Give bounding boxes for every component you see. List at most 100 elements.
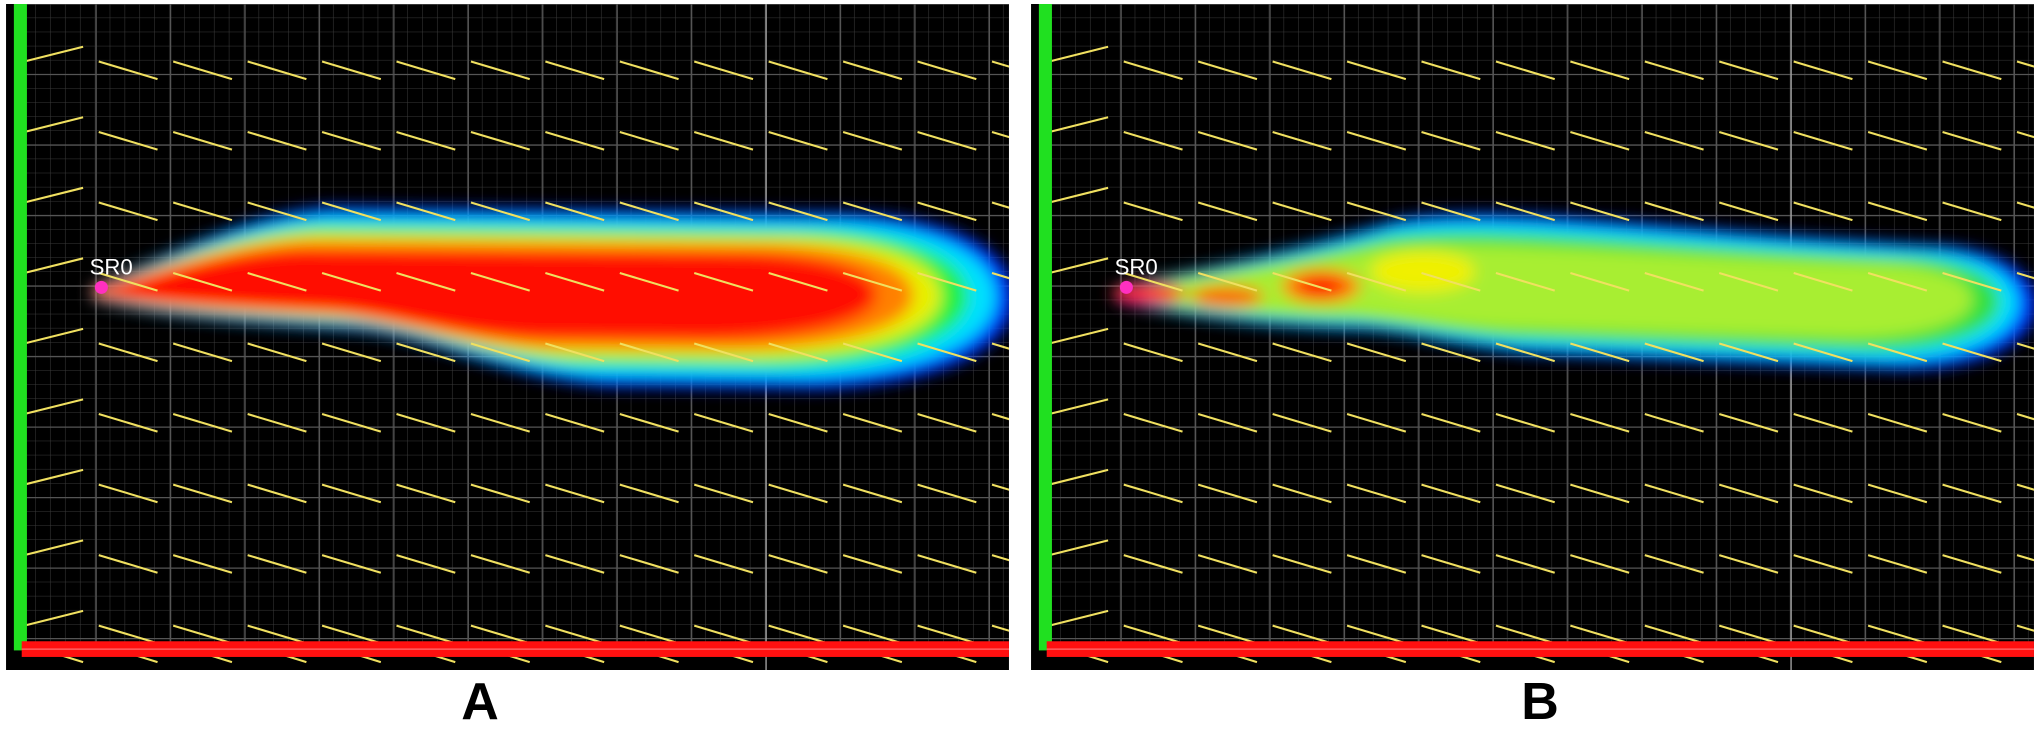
wind-arrow	[1049, 609, 1109, 627]
wind-arrow	[1644, 272, 1704, 292]
wind-arrow	[24, 468, 84, 486]
wind-arrow	[1793, 342, 1853, 363]
wind-arrow	[1644, 60, 1704, 81]
wind-arrow	[24, 116, 84, 133]
plume	[1112, 213, 2034, 370]
source-point	[1119, 280, 1133, 294]
wind-arrow	[1346, 624, 1407, 645]
wind-arrow	[1867, 554, 1928, 574]
wind-arrow	[1123, 554, 1183, 574]
plume-hotspot	[1190, 286, 1264, 307]
wind-arrow	[1793, 272, 1853, 292]
wind-arrow	[321, 413, 382, 433]
wind-arrow	[1942, 413, 2002, 433]
wind-arrow	[1718, 201, 1779, 222]
wind-arrow	[1495, 413, 1556, 433]
wind-arrow	[917, 130, 977, 151]
panel-caption: B	[1521, 673, 1559, 731]
wind-arrow	[842, 130, 903, 151]
wind-arrow	[991, 342, 1009, 350]
wind-arrow	[1272, 554, 1332, 574]
wind-arrow	[24, 45, 84, 63]
wind-arrow	[1793, 413, 1853, 433]
wind-arrow	[1867, 272, 1928, 292]
wind-arrow	[1421, 201, 1481, 222]
wind-arrow	[1346, 201, 1407, 222]
wind-arrow	[917, 413, 977, 433]
wind-arrow	[1718, 60, 1779, 81]
wind-arrow	[1942, 342, 2002, 363]
wind-arrow	[768, 60, 828, 81]
wind-arrow	[172, 60, 233, 81]
wind-arrow	[1867, 413, 1928, 433]
wind-arrow	[1570, 554, 1630, 574]
wind-arrow	[545, 624, 605, 645]
wind-arrow	[396, 201, 456, 222]
wind-arrow	[693, 554, 754, 574]
wind-arrow	[172, 413, 233, 433]
wind-arrow	[1570, 483, 1630, 504]
wind-arrow	[98, 483, 158, 504]
wind-arrow	[842, 342, 903, 363]
wind-arrow	[1718, 483, 1779, 504]
wind-arrow	[321, 554, 382, 574]
wind-arrow	[1272, 624, 1332, 645]
plume-hotspot	[1370, 250, 1476, 293]
wind-arrow	[396, 413, 456, 433]
wind-arrow	[1123, 342, 1183, 363]
wind-arrow	[98, 272, 158, 292]
wind-arrow	[1272, 483, 1332, 504]
wind-arrow	[1272, 342, 1332, 363]
wind-arrow	[991, 130, 1009, 139]
wind-arrow	[1421, 483, 1481, 504]
wind-arrow	[1123, 483, 1183, 504]
wind-arrow	[24, 327, 84, 345]
wind-arrow	[619, 483, 679, 504]
wind-arrow	[1421, 272, 1481, 292]
wind-arrow	[1197, 624, 1258, 645]
wind-arrow	[247, 272, 307, 292]
wind-arrow	[693, 60, 754, 81]
wind-arrow	[1942, 201, 2002, 222]
wind-arrow	[545, 413, 605, 433]
wind-arrow	[396, 554, 456, 574]
wind-arrow	[1644, 201, 1704, 222]
wind-arrow	[991, 60, 1009, 68]
wind-arrow	[470, 624, 531, 645]
wind-arrow	[693, 624, 754, 645]
wind-arrow	[1867, 483, 1928, 504]
wind-arrow	[693, 130, 754, 151]
wind-arrow	[321, 624, 382, 645]
wind-arrow	[98, 60, 158, 81]
wind-arrow	[1495, 554, 1556, 574]
wind-arrow	[1421, 130, 1481, 151]
wind-arrow	[1197, 60, 1258, 81]
wind-arrow	[1718, 624, 1779, 645]
wind-arrow	[917, 554, 977, 574]
wind-arrow	[470, 342, 531, 363]
wind-arrow	[2016, 272, 2034, 280]
wind-arrow	[1197, 554, 1258, 574]
wind-arrow	[991, 413, 1009, 421]
wind-arrow	[98, 130, 158, 151]
wind-arrow	[396, 272, 456, 292]
wind-arrow	[1049, 186, 1109, 204]
wind-arrow	[842, 272, 903, 292]
boundary-inflow	[13, 4, 27, 651]
wind-arrow	[470, 554, 531, 574]
wind-arrow	[1942, 272, 2002, 292]
wind-arrow	[619, 201, 679, 222]
wind-arrow	[768, 342, 828, 363]
wind-arrow	[1123, 272, 1183, 292]
wind-arrow	[1495, 60, 1556, 81]
wind-arrow	[1867, 130, 1928, 151]
plume-layer	[93, 248, 877, 341]
wind-arrow	[545, 60, 605, 81]
wind-arrow	[545, 201, 605, 222]
wind-arrow	[172, 624, 233, 645]
wind-arrow	[768, 413, 828, 433]
wind-arrow	[321, 272, 382, 292]
wind-arrow	[1570, 272, 1630, 292]
wind-arrow	[396, 130, 456, 151]
